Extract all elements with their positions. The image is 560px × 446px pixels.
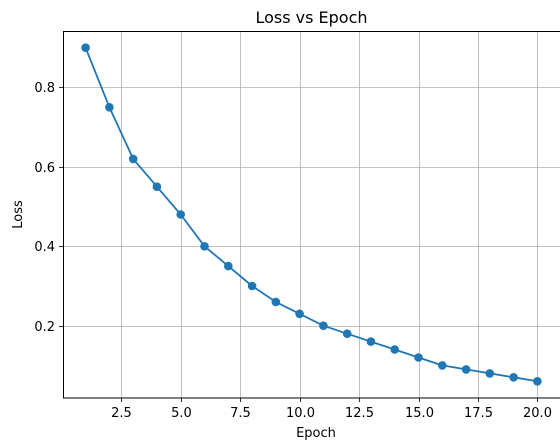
x-tick-label: 17.5	[464, 406, 493, 421]
y-tick-label: 0.2	[34, 320, 55, 335]
x-tick-label: 12.5	[345, 406, 374, 421]
data-point	[295, 310, 304, 319]
x-tick-label: 7.5	[230, 406, 251, 421]
data-point	[390, 345, 399, 354]
data-point	[248, 282, 257, 291]
data-point	[153, 182, 162, 191]
data-point	[533, 377, 542, 386]
data-point	[272, 298, 281, 307]
data-point	[367, 337, 376, 346]
data-point	[200, 242, 209, 251]
x-tick-label: 5.0	[171, 406, 192, 421]
data-point	[414, 353, 423, 362]
data-point	[105, 103, 114, 112]
x-tick-label: 15.0	[405, 406, 434, 421]
data-point	[509, 373, 518, 382]
y-axis-title: Loss	[11, 200, 26, 229]
data-point	[343, 329, 352, 338]
data-point	[129, 155, 138, 164]
data-point	[462, 365, 471, 374]
data-point	[319, 321, 328, 330]
data-point	[224, 262, 233, 271]
data-point	[486, 369, 495, 378]
y-tick-label: 0.6	[34, 161, 55, 176]
x-tick-label: 10.0	[286, 406, 315, 421]
data-point	[438, 361, 447, 370]
data-point	[81, 43, 90, 52]
x-tick-label: 2.5	[111, 406, 132, 421]
x-axis-title: Epoch	[296, 426, 336, 441]
data-point	[176, 210, 185, 219]
chart-title: Loss vs Epoch	[255, 8, 367, 27]
x-tick-label: 20.0	[523, 406, 552, 421]
y-tick-label: 0.8	[34, 81, 55, 96]
y-tick-label: 0.4	[34, 240, 55, 255]
